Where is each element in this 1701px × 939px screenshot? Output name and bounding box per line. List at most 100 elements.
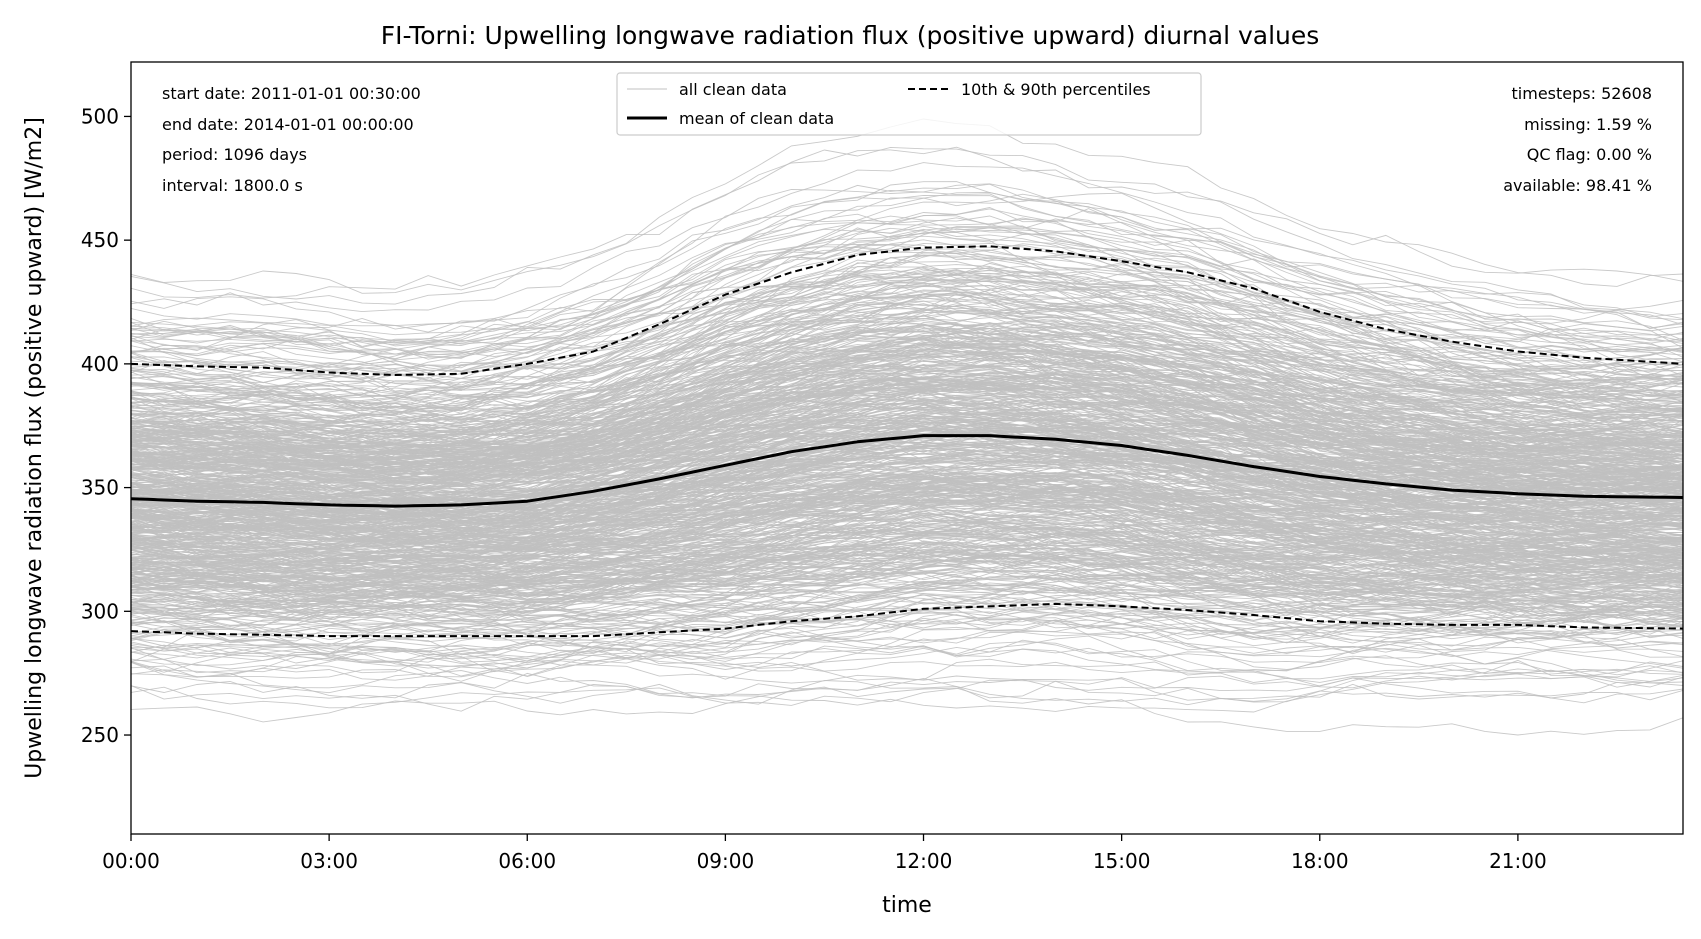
- x-tick-label: 12:00: [895, 849, 953, 873]
- y-tick-label: 400: [81, 352, 119, 376]
- clean-data-line: [131, 359, 1683, 477]
- clean-data-line: [131, 269, 1683, 393]
- legend: all clean data mean of clean data 10th &…: [616, 72, 1202, 136]
- clean-data-line: [131, 606, 1683, 664]
- clean-data-line: [131, 301, 1683, 411]
- clean-data-line: [131, 441, 1683, 529]
- clean-data-line: [131, 468, 1683, 532]
- x-tick-label: 00:00: [102, 849, 160, 873]
- clean-data-line: [131, 594, 1683, 663]
- clean-data-line: [131, 486, 1683, 580]
- clean-data-line: [131, 189, 1683, 362]
- clean-data-line: [131, 560, 1683, 615]
- clean-data-line: [131, 467, 1683, 557]
- clean-data-line: [131, 328, 1683, 436]
- percentile-10-line: [131, 602, 1683, 638]
- chart-title: FI-Torni: Upwelling longwave radiation f…: [381, 21, 1320, 50]
- clean-data-line: [131, 322, 1683, 409]
- clean-data-line: [131, 523, 1683, 600]
- clean-data-line: [131, 506, 1683, 569]
- clean-data-line: [131, 541, 1683, 606]
- clean-data-line: [131, 515, 1683, 584]
- clean-data-line: [131, 264, 1683, 380]
- clean-data-line: [131, 620, 1683, 676]
- clean-data-line: [131, 303, 1683, 425]
- clean-data-line: [131, 444, 1683, 541]
- clean-data-line: [131, 146, 1683, 299]
- clean-data-line: [131, 446, 1683, 545]
- clean-data-line: [131, 291, 1683, 415]
- clean-data-line: [131, 369, 1683, 451]
- x-tick-label: 09:00: [697, 849, 755, 873]
- clean-data-line: [131, 225, 1683, 390]
- clean-data-line: [131, 415, 1683, 499]
- clean-data-line: [131, 679, 1683, 723]
- clean-data-line: [131, 350, 1683, 469]
- statistic-lines: [131, 245, 1683, 638]
- clean-data-line: [131, 659, 1683, 716]
- clean-data-line: [131, 512, 1683, 578]
- clean-data-line: [131, 518, 1683, 580]
- clean-data-line: [131, 363, 1683, 470]
- clean-data-line: [131, 416, 1683, 521]
- clean-data-line: [131, 266, 1683, 387]
- clean-data-line: [131, 387, 1683, 507]
- legend-box: [616, 72, 1202, 136]
- clean-data-line: [131, 471, 1683, 568]
- clean-data-line: [131, 397, 1683, 505]
- plot-frame: [130, 61, 1684, 835]
- clean-data-line: [131, 207, 1683, 356]
- clean-data-line: [131, 607, 1683, 658]
- clean-data-line: [131, 630, 1683, 677]
- info-right: timesteps: 52608 missing: 1.59 % QC flag…: [1503, 84, 1652, 195]
- legend-label-percentiles: 10th & 90th percentiles: [961, 80, 1151, 99]
- clean-data-line: [131, 478, 1683, 576]
- clean-data-line: [131, 162, 1683, 346]
- clean-data-line: [131, 288, 1683, 438]
- clean-data-line: [131, 550, 1683, 616]
- clean-data-line: [131, 371, 1683, 474]
- clean-data-line: [131, 235, 1683, 399]
- clean-data-line: [131, 377, 1683, 476]
- clean-data-line: [131, 193, 1683, 344]
- clean-data-line: [131, 553, 1683, 600]
- clean-data-line: [131, 442, 1683, 539]
- clean-data-line: [131, 218, 1683, 361]
- clean-data-line: [131, 208, 1683, 348]
- clean-data-line: [131, 355, 1683, 464]
- info-start-date: start date: 2011-01-01 00:30:00: [162, 84, 421, 103]
- clean-data-line: [131, 194, 1683, 330]
- clean-data-line: [131, 584, 1683, 643]
- info-interval: interval: 1800.0 s: [162, 176, 303, 195]
- x-axis-label: time: [882, 893, 932, 918]
- clean-data-line: [131, 314, 1683, 442]
- y-tick-label: 300: [81, 599, 119, 623]
- clean-data-line: [131, 412, 1683, 491]
- clean-data-line: [131, 532, 1683, 623]
- clean-data-line: [131, 608, 1683, 656]
- x-tick-label: 18:00: [1291, 849, 1349, 873]
- clean-data-line: [131, 427, 1683, 530]
- info-available: available: 98.41 %: [1503, 176, 1652, 195]
- clean-data-line: [131, 637, 1683, 681]
- info-timesteps: timesteps: 52608: [1512, 84, 1652, 103]
- clean-data-line: [131, 267, 1683, 390]
- clean-data-lines: [131, 118, 1683, 736]
- x-tick-label: 15:00: [1093, 849, 1151, 873]
- clean-data-line: [131, 593, 1683, 645]
- legend-label-mean: mean of clean data: [679, 109, 834, 128]
- y-tick-label: 350: [81, 476, 119, 500]
- clean-data-line: [131, 543, 1683, 602]
- y-tick-label: 450: [81, 228, 119, 252]
- clean-data-line: [131, 538, 1683, 587]
- clean-data-line: [131, 361, 1683, 490]
- clean-data-line: [131, 494, 1683, 550]
- clean-data-line: [131, 269, 1683, 384]
- info-end-date: end date: 2014-01-01 00:00:00: [162, 115, 414, 134]
- info-left: start date: 2011-01-01 00:30:00 end date…: [162, 84, 421, 195]
- clean-data-line: [131, 570, 1683, 621]
- clean-data-line: [131, 254, 1683, 375]
- clean-data-line: [131, 596, 1683, 653]
- clean-data-line: [131, 477, 1683, 597]
- clean-data-line: [131, 269, 1683, 437]
